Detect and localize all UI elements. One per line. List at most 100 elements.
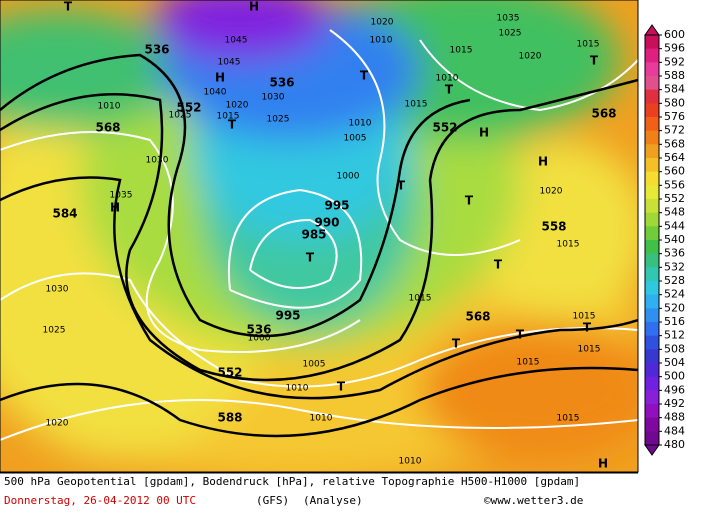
colorbar-label: 480 (664, 438, 685, 451)
pressure-center-label: 552 (432, 121, 457, 135)
colorbar-cell (645, 404, 659, 419)
colorbar-cell (645, 117, 659, 132)
isobar-label: 1025 (169, 111, 192, 121)
pressure-center-label: 568 (465, 310, 490, 324)
isobar-label: 1010 (370, 36, 393, 46)
colorbar-label: 512 (664, 329, 685, 342)
colorbar-label: 596 (664, 42, 685, 55)
colorbar-cell (645, 390, 659, 405)
colorbar-label: 544 (664, 219, 685, 232)
colorbar-label: 564 (664, 151, 685, 164)
colorbar-cell (645, 240, 659, 255)
colorbar-label: 496 (664, 383, 685, 396)
isobar-label: 1010 (310, 414, 333, 424)
isobar-label: 1020 (46, 419, 69, 429)
colorbar-label: 488 (664, 411, 685, 424)
pressure-center-label: 588 (217, 411, 242, 425)
isobar-label: 1025 (43, 326, 66, 336)
pressure-center-label: H (249, 0, 259, 14)
pressure-center-label: T (64, 0, 73, 14)
isobar-label: 1040 (204, 88, 227, 98)
colorbar-label: 516 (664, 315, 685, 328)
colorbar-cap (644, 444, 660, 456)
isobar-label: 1020 (226, 101, 249, 111)
colorbar-cell (645, 48, 659, 63)
isobar-label: 1015 (557, 414, 580, 424)
colorbar-label: 552 (664, 192, 685, 205)
colorbar-cell (645, 322, 659, 337)
pressure-center-label: H (598, 457, 608, 471)
isobar-label: 1010 (286, 384, 309, 394)
colorbar-label: 492 (664, 397, 685, 410)
isobar-label: 1015 (450, 46, 473, 56)
colorbar-label: 592 (664, 55, 685, 68)
isobar-label: 1025 (267, 115, 290, 125)
colorbar-cell (645, 35, 659, 50)
pressure-center-label: T (360, 69, 369, 83)
isobars (0, 29, 638, 441)
colorbar-label: 572 (664, 124, 685, 137)
colorbar-label: 584 (664, 83, 685, 96)
colorbar-label: 568 (664, 137, 685, 150)
colorbar-cell (645, 130, 659, 145)
isobar-label: 1035 (110, 191, 133, 201)
pressure-center-label: H (538, 155, 548, 169)
pressure-center-label: 985 (301, 228, 326, 242)
colorbar-cell (645, 199, 659, 214)
isobar-label: 1020 (371, 18, 394, 28)
isobar-label: 1030 (146, 156, 169, 166)
footer-credit: ©www.wetter3.de (484, 494, 583, 507)
pressure-center-label: 995 (275, 309, 300, 323)
colorbar-cell (645, 294, 659, 309)
colorbar-cell (645, 226, 659, 241)
isobar-label: 1030 (46, 285, 69, 295)
colorbar-label: 508 (664, 342, 685, 355)
pressure-center-label: 568 (95, 121, 120, 135)
pressure-center-label: T (397, 179, 406, 193)
geopotential-lines (0, 53, 638, 438)
pressure-center-label: 584 (52, 207, 77, 221)
isobar-label: 1005 (303, 360, 326, 370)
pressure-center-label: T (306, 251, 315, 265)
isobar-label: 1010 (436, 74, 459, 84)
colorbar-cell (645, 103, 659, 118)
colorbar-cell (645, 431, 659, 446)
pressure-center-label: 558 (541, 220, 566, 234)
pressure-center-label: H (479, 126, 489, 140)
isobar-label: 1045 (225, 36, 248, 46)
isobar-label: 1020 (540, 187, 563, 197)
isobar-label: 1015 (557, 240, 580, 250)
colorbar-label: 588 (664, 69, 685, 82)
colorbar-cell (645, 212, 659, 227)
colorbar-cell (645, 253, 659, 268)
isobar-label: 1015 (573, 312, 596, 322)
colorbar-label: 536 (664, 247, 685, 260)
colorbar-label: 576 (664, 110, 685, 123)
colorbar-cell (645, 267, 659, 282)
colorbar-label: 548 (664, 206, 685, 219)
footer-model: (GFS) (256, 494, 289, 507)
pressure-center-label: T (445, 83, 454, 97)
colorbar-cell (645, 76, 659, 91)
colorbar-label: 524 (664, 288, 685, 301)
isobar-label: 1005 (344, 134, 367, 144)
isobar-label: 1045 (218, 58, 241, 68)
colorbar-cell (645, 308, 659, 323)
isobar-label: 1015 (517, 358, 540, 368)
isobar-label: 1030 (262, 93, 285, 103)
isobar-label: 1000 (248, 334, 271, 344)
isobar-label: 1015 (405, 100, 428, 110)
pressure-center-label: T (494, 258, 503, 272)
colorbar-cell (645, 185, 659, 200)
pressure-center-label: T (452, 337, 461, 351)
colorbar-label: 500 (664, 370, 685, 383)
pressure-center-label: 536 (246, 323, 271, 337)
isobar-label: 1010 (399, 457, 422, 467)
colorbar-cell (645, 417, 659, 432)
isobar-label: 1025 (499, 29, 522, 39)
map-frame (0, 0, 639, 473)
colorbar-label: 580 (664, 96, 685, 109)
isobar-label: 1015 (577, 40, 600, 50)
colorbar-cell (645, 62, 659, 77)
